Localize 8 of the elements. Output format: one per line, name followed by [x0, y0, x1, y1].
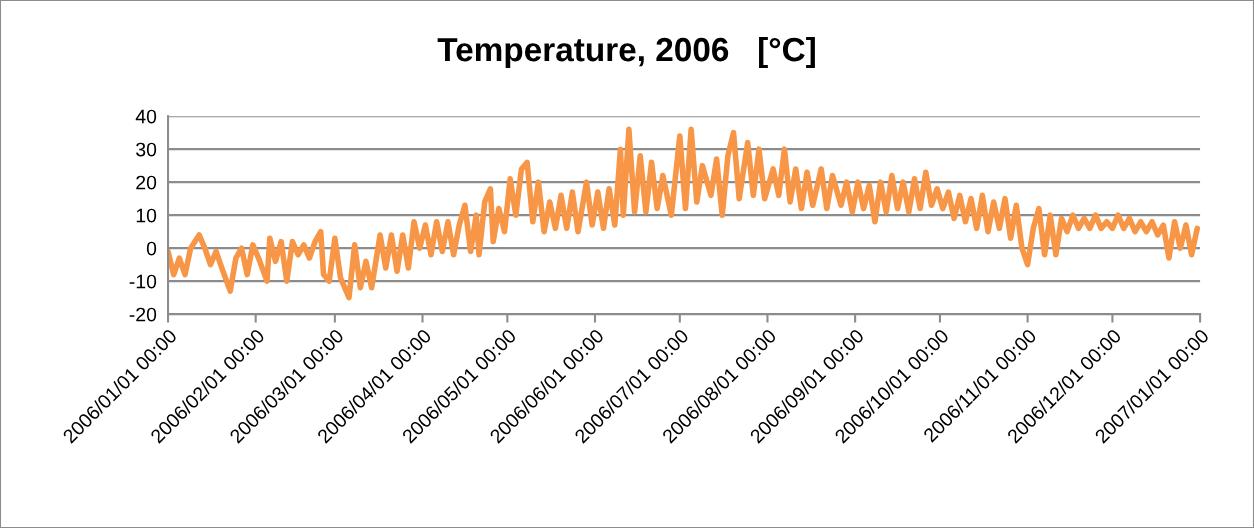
y-tick-label: 0: [146, 241, 157, 256]
y-tick-label: -20: [129, 307, 157, 322]
y-tick-label: -10: [129, 274, 157, 289]
y-tick-label: 30: [136, 142, 157, 157]
chart-title: Temperature, 2006 [°C]: [437, 36, 815, 69]
y-tick-label: 10: [136, 208, 157, 223]
y-tick-label: 20: [136, 175, 157, 190]
y-tick-label: 40: [135, 109, 157, 124]
